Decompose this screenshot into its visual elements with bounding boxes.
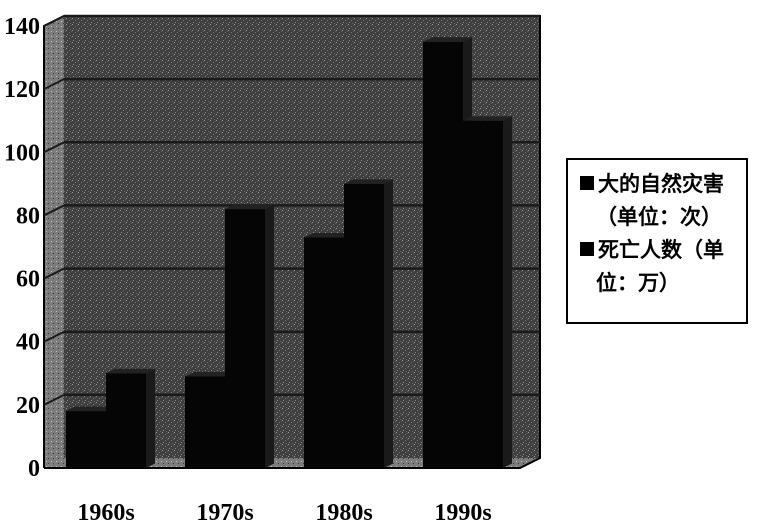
legend-label-deaths-line1: 死亡人数（单: [598, 238, 724, 262]
x-axis: 1960s 1970s 1980s 1990s: [77, 500, 491, 526]
gridline-depth-60: [43, 267, 65, 280]
gridline-depth-120: [43, 78, 65, 91]
legend-item-disasters: 大的自然灾害 （单位：次）: [580, 168, 740, 234]
y-tick-120: 120: [4, 77, 40, 103]
legend: 大的自然灾害 （单位：次） 死亡人数（单 位：万）: [566, 158, 748, 324]
bar-1990s-series-2: [463, 116, 512, 468]
x-tick-1990s: 1990s: [434, 500, 491, 526]
legend-label-deaths-line2: 位：万）: [596, 271, 680, 295]
gridline-depth-40: [43, 330, 65, 343]
legend-item-deaths: 死亡人数（单 位：万）: [580, 234, 740, 300]
y-tick-0: 0: [28, 456, 40, 482]
legend-label-disasters-line1: 大的自然灾害: [598, 172, 724, 196]
back-wall: [64, 16, 540, 458]
side-wall: [44, 16, 64, 468]
bar-1970s-series-2: [225, 204, 274, 468]
gridline-depth-140: [43, 15, 65, 27]
legend-label-disasters-line2: （单位：次）: [596, 205, 722, 229]
legend-swatch-deaths: [580, 242, 594, 256]
gridline-depth-100: [43, 141, 65, 154]
x-tick-1980s: 1980s: [315, 500, 372, 526]
bar-1960s-series-2: [106, 368, 155, 468]
gridline-depth-20: [43, 393, 65, 406]
x-tick-1960s: 1960s: [77, 500, 134, 526]
y-tick-80: 80: [16, 203, 40, 229]
y-tick-20: 20: [16, 393, 40, 419]
legend-swatch-disasters: [580, 176, 594, 190]
y-tick-100: 100: [4, 140, 40, 166]
x-tick-1970s: 1970s: [196, 500, 253, 526]
floor: [44, 458, 540, 468]
y-tick-40: 40: [16, 330, 40, 356]
y-axis: 0 20 40 60 80 100 120 140: [4, 14, 40, 482]
gridline-depth-80: [43, 204, 65, 217]
bar-1980s-series-2: [344, 179, 393, 468]
bars-group: [66, 37, 512, 469]
y-tick-60: 60: [16, 267, 40, 293]
y-tick-140: 140: [4, 14, 40, 40]
